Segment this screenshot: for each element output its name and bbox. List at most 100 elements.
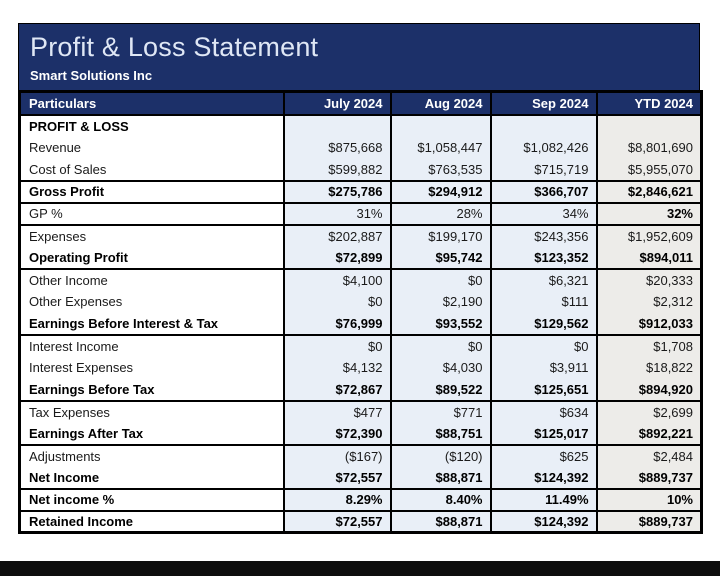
cell bbox=[489, 114, 598, 137]
cell: $1,058,447 bbox=[389, 136, 492, 159]
cell: $88,751 bbox=[389, 422, 492, 446]
cell: $18,822 bbox=[595, 356, 703, 379]
row-label: Other Income bbox=[18, 268, 285, 291]
row-label: Gross Profit bbox=[18, 180, 285, 204]
cell: $0 bbox=[282, 334, 392, 357]
cell: $2,312 bbox=[595, 290, 703, 313]
table-row: Earnings After Tax $72,390 $88,751 $125,017… bbox=[18, 422, 703, 446]
cell: $4,132 bbox=[282, 356, 392, 379]
cell: $2,699 bbox=[595, 400, 703, 423]
cell: $72,899 bbox=[282, 246, 392, 270]
cell: $88,871 bbox=[389, 510, 492, 533]
cell: $477 bbox=[282, 400, 392, 423]
cell: $366,707 bbox=[489, 180, 598, 204]
cell: 32% bbox=[595, 202, 703, 226]
cell: $0 bbox=[282, 290, 392, 313]
cell: $202,887 bbox=[282, 224, 392, 247]
column-header-particulars: Particulars bbox=[18, 90, 285, 116]
cell: $889,737 bbox=[595, 510, 703, 533]
table-row: Revenue $875,668 $1,058,447 $1,082,426 $8,80… bbox=[18, 136, 703, 159]
cell: $892,221 bbox=[595, 422, 703, 446]
column-header-july-2024: July 2024 bbox=[282, 90, 392, 116]
cell: $599,882 bbox=[282, 158, 392, 182]
cell: $625 bbox=[489, 444, 598, 467]
cell bbox=[595, 114, 703, 137]
cell: $89,522 bbox=[389, 378, 492, 402]
cell: $4,030 bbox=[389, 356, 492, 379]
cell: $715,719 bbox=[489, 158, 598, 182]
cell: 11.49% bbox=[489, 488, 598, 512]
cell: $1,708 bbox=[595, 334, 703, 357]
table-row: Interest Income $0 $0 $0 $1,708 bbox=[18, 334, 703, 357]
cell: $125,651 bbox=[489, 378, 598, 402]
cell: $1,082,426 bbox=[489, 136, 598, 159]
row-label: PROFIT & LOSS bbox=[18, 114, 285, 137]
cell: $8,801,690 bbox=[595, 136, 703, 159]
table-row: Net Income $72,557 $88,871 $124,392 $889,737 bbox=[18, 466, 703, 490]
cell: 28% bbox=[389, 202, 492, 226]
cell: $123,352 bbox=[489, 246, 598, 270]
cell: $894,011 bbox=[595, 246, 703, 270]
column-header-aug-2024: Aug 2024 bbox=[389, 90, 492, 116]
cell: $294,912 bbox=[389, 180, 492, 204]
column-header-ytd-2024: YTD 2024 bbox=[595, 90, 703, 116]
table-row: Earnings Before Tax $72,867 $89,522 $125,65… bbox=[18, 378, 703, 402]
cell: 31% bbox=[282, 202, 392, 226]
row-label: Cost of Sales bbox=[18, 158, 285, 182]
row-label: Adjustments bbox=[18, 444, 285, 467]
table-row: Interest Expenses $4,132 $4,030 $3,911 $18,8… bbox=[18, 356, 703, 379]
cell: $1,952,609 bbox=[595, 224, 703, 247]
row-label: Net Income bbox=[18, 466, 285, 490]
cell: $771 bbox=[389, 400, 492, 423]
table-row: Expenses $202,887 $199,170 $243,356 $1,952,6… bbox=[18, 224, 703, 247]
table-row: Operating Profit $72,899 $95,742 $123,352 $8… bbox=[18, 246, 703, 270]
cell: ($167) bbox=[282, 444, 392, 467]
cell: 34% bbox=[489, 202, 598, 226]
row-label: Net income % bbox=[18, 488, 285, 512]
statement-title: Profit & Loss Statement bbox=[30, 32, 319, 62]
row-label: Revenue bbox=[18, 136, 285, 159]
cell: $2,484 bbox=[595, 444, 703, 467]
table-row: Earnings Before Interest & Tax $76,999 $93… bbox=[18, 312, 703, 336]
table-body: PROFIT & LOSS Revenue $875,668 $1,058,447 $1… bbox=[18, 114, 703, 533]
pnl-table: Particulars July 2024 Aug 2024 Sep 2024 YTD … bbox=[18, 90, 703, 534]
cell: $894,920 bbox=[595, 378, 703, 402]
row-label: Interest Income bbox=[18, 334, 285, 357]
cell: $20,333 bbox=[595, 268, 703, 291]
cell: $2,846,621 bbox=[595, 180, 703, 204]
table-header-row: Particulars July 2024 Aug 2024 Sep 2024 YTD … bbox=[18, 90, 703, 116]
cell: $72,390 bbox=[282, 422, 392, 446]
cell: $124,392 bbox=[489, 510, 598, 533]
row-label: Earnings Before Interest & Tax bbox=[18, 312, 285, 336]
cell: $2,190 bbox=[389, 290, 492, 313]
cell: 10% bbox=[595, 488, 703, 512]
title-band: Profit & Loss Statement Smart Solutions … bbox=[18, 23, 700, 90]
row-label: Expenses bbox=[18, 224, 285, 247]
cell: $889,737 bbox=[595, 466, 703, 490]
table-row: GP % 31% 28% 34% 32% bbox=[18, 202, 703, 226]
cell: $6,321 bbox=[489, 268, 598, 291]
cell: $5,955,070 bbox=[595, 158, 703, 182]
bottom-black-bar bbox=[0, 561, 720, 576]
profit-loss-statement: Profit & Loss Statement Smart Solutions … bbox=[18, 23, 703, 534]
cell: $88,871 bbox=[389, 466, 492, 490]
cell: ($120) bbox=[389, 444, 492, 467]
cell: $0 bbox=[389, 334, 492, 357]
cell: 8.29% bbox=[282, 488, 392, 512]
cell: $93,552 bbox=[389, 312, 492, 336]
row-label: Tax Expenses bbox=[18, 400, 285, 423]
cell: $4,100 bbox=[282, 268, 392, 291]
row-label: Operating Profit bbox=[18, 246, 285, 270]
cell: $111 bbox=[489, 290, 598, 313]
row-label: Earnings After Tax bbox=[18, 422, 285, 446]
table-row: Cost of Sales $599,882 $763,535 $715,719 $5,… bbox=[18, 158, 703, 182]
cell bbox=[282, 114, 392, 137]
cell: $72,867 bbox=[282, 378, 392, 402]
company-name: Smart Solutions Inc bbox=[30, 68, 153, 83]
cell: $0 bbox=[389, 268, 492, 291]
cell: 8.40% bbox=[389, 488, 492, 512]
cell: $125,017 bbox=[489, 422, 598, 446]
table-row: Net income % 8.29% 8.40% 11.49% 10% bbox=[18, 488, 703, 512]
table-row: Tax Expenses $477 $771 $634 $2,699 bbox=[18, 400, 703, 423]
cell: $199,170 bbox=[389, 224, 492, 247]
